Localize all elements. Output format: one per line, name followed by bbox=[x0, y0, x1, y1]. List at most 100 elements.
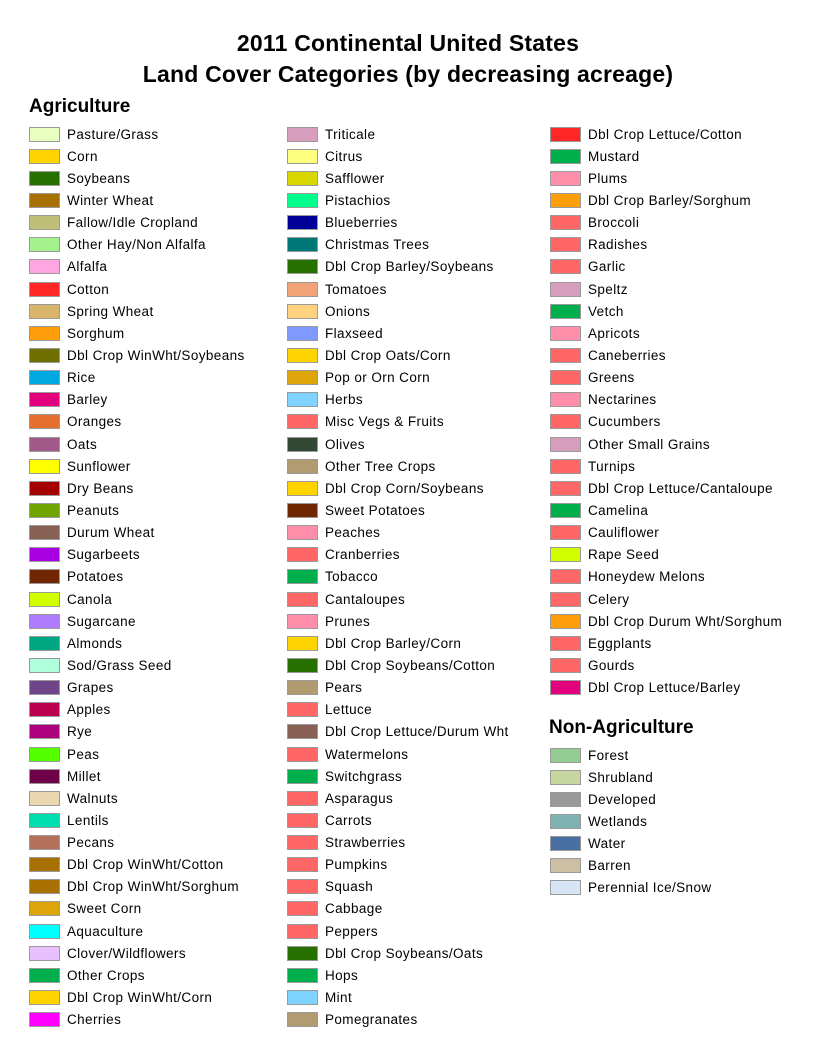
legend-item: Sweet Potatoes bbox=[287, 499, 509, 521]
color-swatch bbox=[550, 392, 581, 408]
legend-label: Triticale bbox=[325, 126, 376, 142]
legend-item: Barley bbox=[29, 389, 245, 411]
title-line-1: 2011 Continental United States bbox=[236, 30, 580, 56]
legend-item: Potatoes bbox=[29, 566, 245, 588]
legend-item: Wetlands bbox=[550, 810, 712, 832]
legend-item: Dbl Crop WinWht/Sorghum bbox=[29, 876, 245, 898]
color-swatch bbox=[29, 835, 60, 851]
legend-label: Apricots bbox=[588, 325, 640, 341]
legend-label: Pasture/Grass bbox=[67, 126, 159, 142]
color-swatch bbox=[287, 170, 318, 186]
color-swatch bbox=[287, 901, 318, 917]
legend-label: Sugarbeets bbox=[67, 547, 141, 563]
legend-label: Peanuts bbox=[67, 502, 120, 518]
color-swatch bbox=[550, 126, 581, 142]
legend-item: Other Small Grains bbox=[550, 433, 782, 455]
legend-label: Eggplants bbox=[588, 635, 652, 651]
legend-label: Canola bbox=[67, 591, 113, 607]
color-swatch bbox=[287, 790, 318, 806]
legend-item: Sorghum bbox=[29, 322, 245, 344]
color-swatch bbox=[550, 303, 581, 319]
legend-item: Herbs bbox=[287, 389, 509, 411]
legend-label: Developed bbox=[588, 791, 657, 807]
legend-label: Dbl Crop Corn/Soybeans bbox=[325, 480, 484, 496]
legend-item: Mint bbox=[287, 986, 509, 1008]
legend-item: Canola bbox=[29, 588, 245, 610]
color-swatch bbox=[550, 436, 581, 452]
color-swatch bbox=[287, 724, 318, 740]
color-swatch bbox=[287, 192, 318, 208]
color-swatch bbox=[29, 945, 60, 961]
legend-label: Dbl Crop Lettuce/Barley bbox=[588, 680, 741, 696]
color-swatch bbox=[287, 502, 318, 518]
legend-item: Camelina bbox=[550, 499, 782, 521]
legend-label: Clover/Wildflowers bbox=[67, 945, 186, 961]
legend-item: Dbl Crop Lettuce/Barley bbox=[550, 677, 782, 699]
legend-label: Pomegranates bbox=[325, 1012, 418, 1028]
legend-item: Mustard bbox=[550, 145, 782, 167]
legend-item: Christmas Trees bbox=[287, 234, 509, 256]
legend-label: Sugarcane bbox=[67, 613, 136, 629]
color-swatch bbox=[287, 547, 318, 563]
legend-item: Hops bbox=[287, 964, 509, 986]
legend-item: Almonds bbox=[29, 632, 245, 654]
legend-item: Garlic bbox=[550, 256, 782, 278]
color-swatch bbox=[29, 347, 60, 363]
legend-label: Dbl Crop Lettuce/Cotton bbox=[588, 126, 743, 142]
legend-item: Peaches bbox=[287, 522, 509, 544]
color-swatch bbox=[29, 901, 60, 917]
legend-label: Dbl Crop Durum Wht/Sorghum bbox=[588, 613, 783, 629]
color-swatch bbox=[550, 680, 581, 696]
legend-item: Carrots bbox=[287, 809, 509, 831]
legend-label: Pears bbox=[325, 680, 363, 696]
color-swatch bbox=[550, 370, 581, 386]
legend-item: Other Tree Crops bbox=[287, 455, 509, 477]
agriculture-column-3: Dbl Crop Lettuce/Cotton Mustard Plums Dbl C… bbox=[550, 123, 782, 699]
legend-item: Clover/Wildflowers bbox=[29, 942, 245, 964]
color-swatch bbox=[287, 812, 318, 828]
color-swatch bbox=[287, 967, 318, 983]
legend-item: Sugarcane bbox=[29, 610, 245, 632]
legend-item: Dbl Crop Soybeans/Oats bbox=[287, 942, 509, 964]
legend-label: Watermelons bbox=[325, 746, 409, 762]
legend-label: Potatoes bbox=[67, 569, 124, 585]
legend-item: Peanuts bbox=[29, 499, 245, 521]
legend-item: Cucumbers bbox=[550, 411, 782, 433]
legend-label: Water bbox=[588, 836, 626, 852]
color-swatch bbox=[550, 613, 581, 629]
legend-item: Gourds bbox=[550, 654, 782, 676]
legend-label: Fallow/Idle Cropland bbox=[67, 215, 199, 231]
non-agriculture-column: Forest Shrubland Developed Wetlands Water Bar… bbox=[550, 744, 712, 899]
legend-item: Aquaculture bbox=[29, 920, 245, 942]
legend-item: Plums bbox=[550, 167, 782, 189]
color-swatch bbox=[287, 635, 318, 651]
color-swatch bbox=[29, 436, 60, 452]
legend-label: Shrubland bbox=[588, 769, 654, 785]
legend-label: Millet bbox=[67, 768, 101, 784]
legend-label: Christmas Trees bbox=[325, 237, 430, 253]
legend-label: Durum Wheat bbox=[67, 525, 155, 541]
color-swatch bbox=[550, 325, 581, 341]
color-swatch bbox=[550, 215, 581, 231]
color-swatch bbox=[287, 414, 318, 430]
legend-label: Dbl Crop Lettuce/Durum Wht bbox=[325, 724, 509, 740]
legend-label: Dbl Crop WinWht/Sorghum bbox=[67, 879, 239, 895]
color-swatch bbox=[287, 857, 318, 873]
legend-item: Honeydew Melons bbox=[550, 566, 782, 588]
legend-label: Rye bbox=[67, 724, 93, 740]
legend-label: Greens bbox=[588, 370, 635, 386]
legend-label: Blueberries bbox=[325, 215, 398, 231]
legend-item: Dbl Crop WinWht/Cotton bbox=[29, 854, 245, 876]
legend-item: Lentils bbox=[29, 809, 245, 831]
legend-item: Squash bbox=[287, 876, 509, 898]
legend-label: Forest bbox=[588, 747, 629, 763]
legend-label: Pumpkins bbox=[325, 857, 388, 873]
legend-label: Dbl Crop Soybeans/Oats bbox=[325, 945, 484, 961]
legend-item: Soybeans bbox=[29, 167, 245, 189]
legend-item: Dbl Crop Soybeans/Cotton bbox=[287, 654, 509, 676]
legend-label: Safflower bbox=[325, 170, 385, 186]
legend-label: Tobacco bbox=[325, 569, 379, 585]
legend-label: Citrus bbox=[325, 148, 363, 164]
color-swatch bbox=[550, 858, 581, 874]
legend-item: Developed bbox=[550, 788, 712, 810]
